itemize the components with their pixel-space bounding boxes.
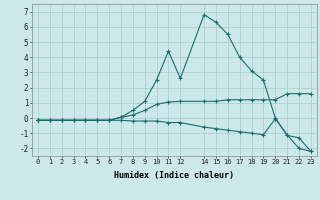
X-axis label: Humidex (Indice chaleur): Humidex (Indice chaleur) (115, 171, 234, 180)
